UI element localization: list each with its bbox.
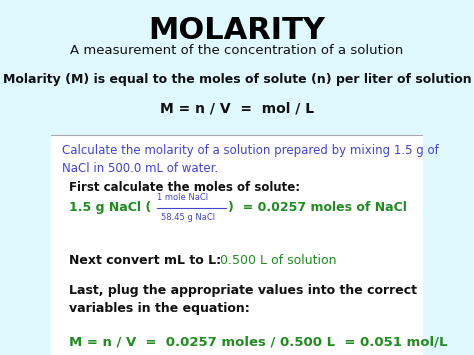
Text: 1.5 g NaCl (: 1.5 g NaCl ( — [69, 201, 152, 214]
Text: M = n / V  =  mol / L: M = n / V = mol / L — [160, 101, 314, 115]
Text: 0.500 L of solution: 0.500 L of solution — [220, 254, 337, 267]
Text: Molarity (M) is equal to the moles of solute (n) per liter of solution: Molarity (M) is equal to the moles of so… — [3, 73, 471, 86]
Text: M = n / V  =  0.0257 moles / 0.500 L  = 0.051 mol/L: M = n / V = 0.0257 moles / 0.500 L = 0.0… — [69, 335, 448, 349]
Text: A measurement of the concentration of a solution: A measurement of the concentration of a … — [70, 44, 404, 58]
FancyBboxPatch shape — [51, 135, 423, 355]
Text: Next convert mL to L:: Next convert mL to L: — [69, 254, 239, 267]
Text: 1 mole NaCl: 1 mole NaCl — [157, 193, 208, 202]
Text: )  = 0.0257 moles of NaCl: ) = 0.0257 moles of NaCl — [228, 201, 407, 214]
Text: MOLARITY: MOLARITY — [148, 16, 326, 45]
Text: Calculate the molarity of a solution prepared by mixing 1.5 g of
NaCl in 500.0 m: Calculate the molarity of a solution pre… — [62, 144, 438, 175]
Text: 58.45 g NaCl: 58.45 g NaCl — [161, 213, 215, 222]
Text: First calculate the moles of solute:: First calculate the moles of solute: — [69, 181, 301, 194]
Text: Last, plug the appropriate values into the correct
variables in the equation:: Last, plug the appropriate values into t… — [69, 284, 417, 315]
